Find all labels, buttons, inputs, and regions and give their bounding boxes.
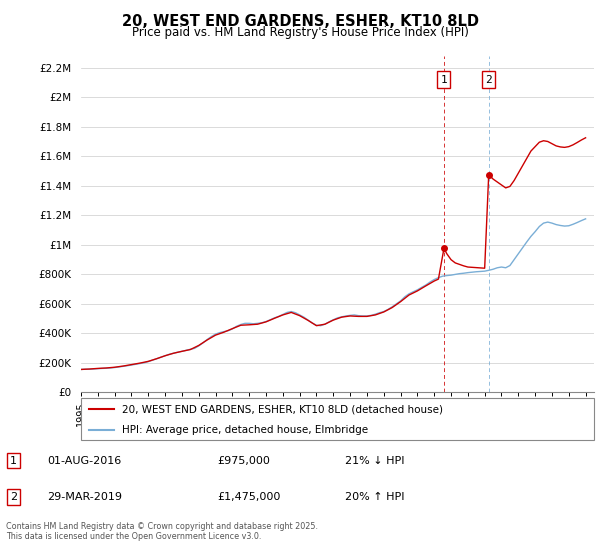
Text: 2: 2 (10, 492, 17, 502)
Text: 1: 1 (440, 74, 448, 85)
Text: Contains HM Land Registry data © Crown copyright and database right 2025.
This d: Contains HM Land Registry data © Crown c… (6, 522, 318, 542)
Text: 29-MAR-2019: 29-MAR-2019 (47, 492, 122, 502)
FancyBboxPatch shape (81, 398, 594, 440)
Text: HPI: Average price, detached house, Elmbridge: HPI: Average price, detached house, Elmb… (122, 426, 368, 435)
Text: 20% ↑ HPI: 20% ↑ HPI (344, 492, 404, 502)
Text: 2: 2 (485, 74, 492, 85)
Text: 01-AUG-2016: 01-AUG-2016 (47, 455, 122, 465)
Text: £1,475,000: £1,475,000 (217, 492, 280, 502)
Text: Price paid vs. HM Land Registry's House Price Index (HPI): Price paid vs. HM Land Registry's House … (131, 26, 469, 39)
Text: 1: 1 (10, 455, 17, 465)
Text: 20, WEST END GARDENS, ESHER, KT10 8LD: 20, WEST END GARDENS, ESHER, KT10 8LD (121, 14, 479, 29)
Text: £975,000: £975,000 (217, 455, 270, 465)
Text: 20, WEST END GARDENS, ESHER, KT10 8LD (detached house): 20, WEST END GARDENS, ESHER, KT10 8LD (d… (122, 404, 443, 414)
Text: 21% ↓ HPI: 21% ↓ HPI (344, 455, 404, 465)
